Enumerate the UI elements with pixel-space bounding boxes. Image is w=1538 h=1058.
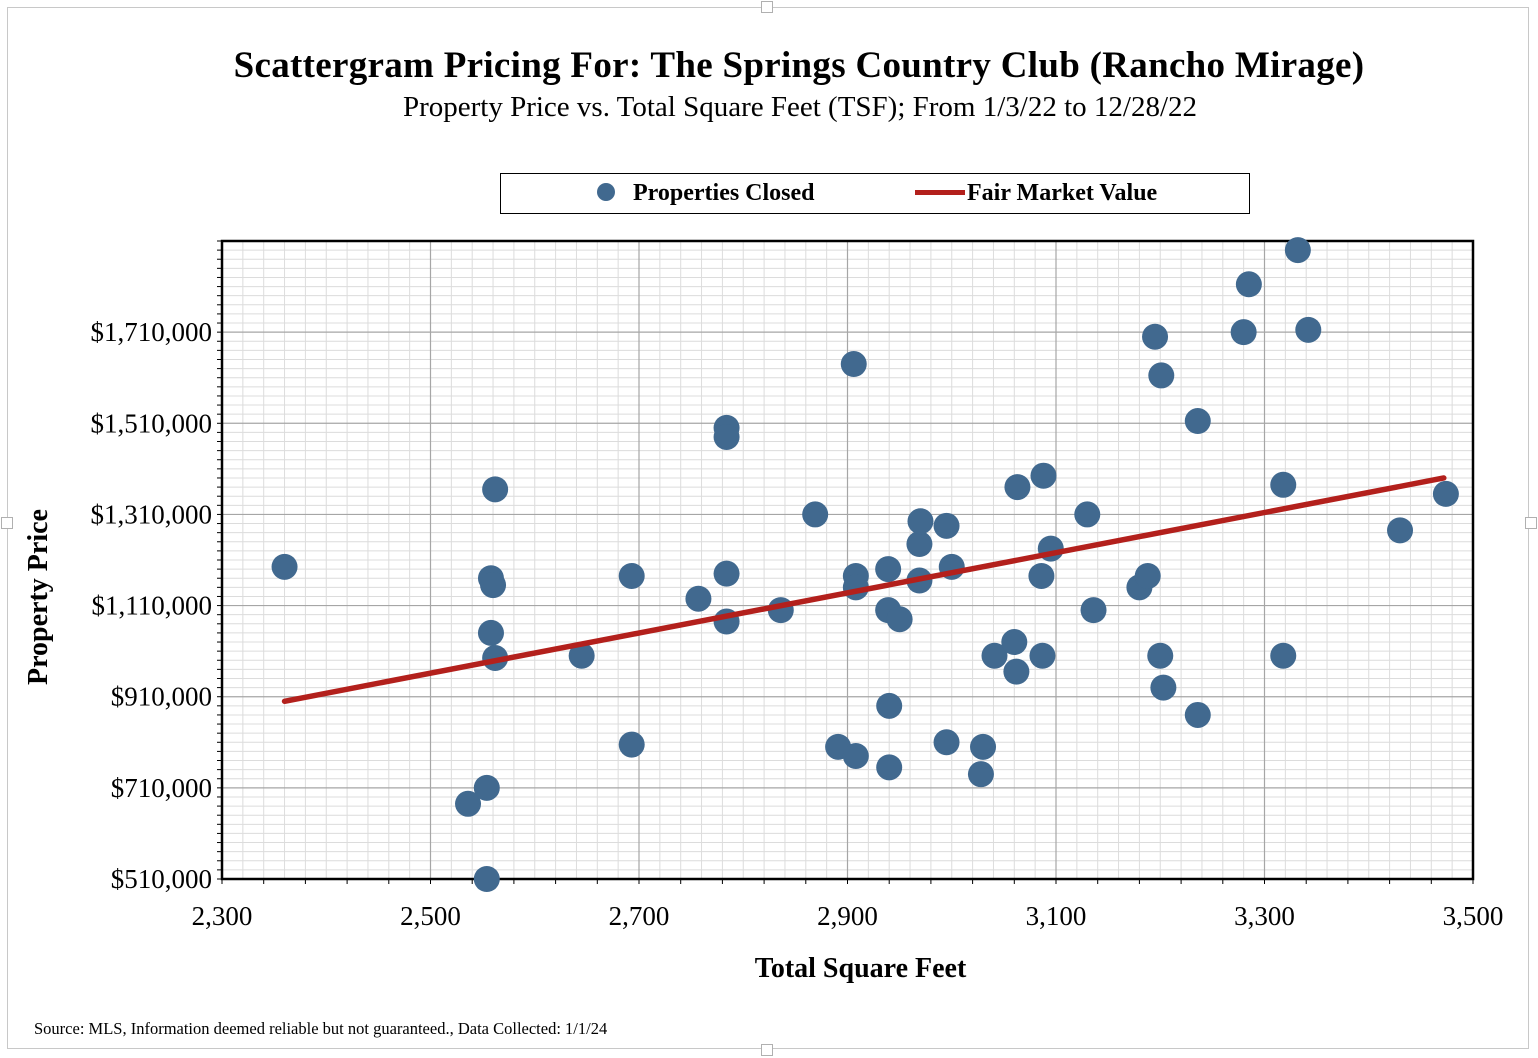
data-point bbox=[1284, 237, 1311, 264]
x-tick-label: 2,500 bbox=[400, 901, 461, 931]
data-point bbox=[1150, 674, 1177, 701]
y-tick-label: $910,000 bbox=[111, 682, 212, 712]
data-point bbox=[473, 866, 500, 892]
y-axis-label: Property Price bbox=[23, 509, 54, 685]
data-point bbox=[876, 692, 903, 719]
data-point bbox=[1235, 271, 1262, 298]
data-point bbox=[1134, 562, 1161, 589]
data-point bbox=[876, 754, 903, 781]
data-point bbox=[1001, 629, 1028, 656]
data-point bbox=[933, 512, 960, 539]
data-point bbox=[1387, 517, 1414, 544]
y-tick-label: $1,110,000 bbox=[92, 591, 213, 621]
data-point bbox=[886, 606, 913, 633]
source-note: Source: MLS, Information deemed reliable… bbox=[34, 1019, 608, 1038]
resize-handle-top[interactable] bbox=[761, 1, 773, 13]
resize-handle-left[interactable] bbox=[1, 517, 13, 529]
legend-marker-line bbox=[915, 189, 965, 195]
data-point bbox=[482, 476, 509, 503]
chart-title: Scattergram Pricing For: The Springs Cou… bbox=[233, 45, 1365, 86]
x-tick-label: 2,900 bbox=[817, 901, 878, 931]
data-point bbox=[618, 731, 645, 758]
data-point bbox=[981, 642, 1008, 669]
x-tick-label: 2,700 bbox=[609, 901, 670, 931]
data-point bbox=[713, 560, 740, 587]
data-point bbox=[1270, 471, 1297, 498]
resize-handle-right[interactable] bbox=[1525, 517, 1537, 529]
x-axis-label: Total Square Feet bbox=[755, 953, 967, 984]
data-point bbox=[1028, 562, 1055, 589]
data-point bbox=[1184, 701, 1211, 728]
data-point bbox=[1080, 597, 1107, 624]
legend-item-fair-market-value: Fair Market Value bbox=[915, 174, 1157, 212]
y-tick-label: $1,510,000 bbox=[91, 408, 213, 438]
data-point bbox=[1074, 501, 1101, 528]
data-point bbox=[840, 351, 867, 378]
data-point bbox=[618, 562, 645, 589]
data-point bbox=[455, 790, 482, 817]
x-tick-label: 3,300 bbox=[1234, 901, 1295, 931]
data-point bbox=[802, 501, 829, 528]
legend-label-properties-closed: Properties Closed bbox=[633, 180, 815, 206]
data-point bbox=[1148, 362, 1175, 389]
data-point bbox=[970, 733, 997, 760]
data-point bbox=[907, 508, 934, 535]
resize-handle-bottom[interactable] bbox=[761, 1044, 773, 1056]
data-point bbox=[271, 553, 298, 580]
x-tick-label: 3,500 bbox=[1443, 901, 1504, 931]
data-point bbox=[875, 556, 902, 583]
data-point bbox=[933, 729, 960, 756]
data-point bbox=[906, 531, 933, 558]
legend-label-fair-market-value: Fair Market Value bbox=[967, 180, 1158, 206]
data-point bbox=[967, 761, 994, 788]
chart-subtitle: Property Price vs. Total Square Feet (TS… bbox=[402, 91, 1198, 123]
data-point bbox=[1295, 316, 1322, 343]
y-tick-label: $1,710,000 bbox=[91, 317, 213, 347]
data-point bbox=[1432, 480, 1459, 507]
data-point bbox=[1230, 319, 1257, 346]
x-tick-label: 2,300 bbox=[192, 901, 253, 931]
data-point bbox=[568, 642, 595, 669]
data-point bbox=[1270, 642, 1297, 669]
data-point bbox=[842, 742, 869, 769]
data-point bbox=[685, 585, 712, 612]
data-point bbox=[1003, 658, 1030, 685]
legend: Properties Closed Fair Market Value bbox=[500, 173, 1250, 214]
legend-marker-dot bbox=[597, 183, 615, 202]
data-point bbox=[713, 423, 740, 450]
data-point bbox=[1029, 642, 1056, 669]
data-point bbox=[1147, 642, 1174, 669]
data-point bbox=[473, 774, 500, 801]
fair-market-value-trendline bbox=[281, 475, 1447, 705]
x-tick-label: 3,100 bbox=[1026, 901, 1087, 931]
data-point bbox=[1142, 323, 1169, 350]
data-point bbox=[477, 619, 504, 646]
y-tick-label: $1,310,000 bbox=[91, 499, 213, 529]
data-point bbox=[1184, 408, 1211, 435]
y-tick-label: $710,000 bbox=[111, 773, 212, 803]
legend-item-properties-closed: Properties Closed bbox=[597, 174, 815, 212]
data-point bbox=[480, 572, 507, 599]
y-tick-label: $510,000 bbox=[111, 864, 212, 894]
data-point bbox=[1030, 462, 1057, 489]
data-point bbox=[1004, 474, 1031, 501]
